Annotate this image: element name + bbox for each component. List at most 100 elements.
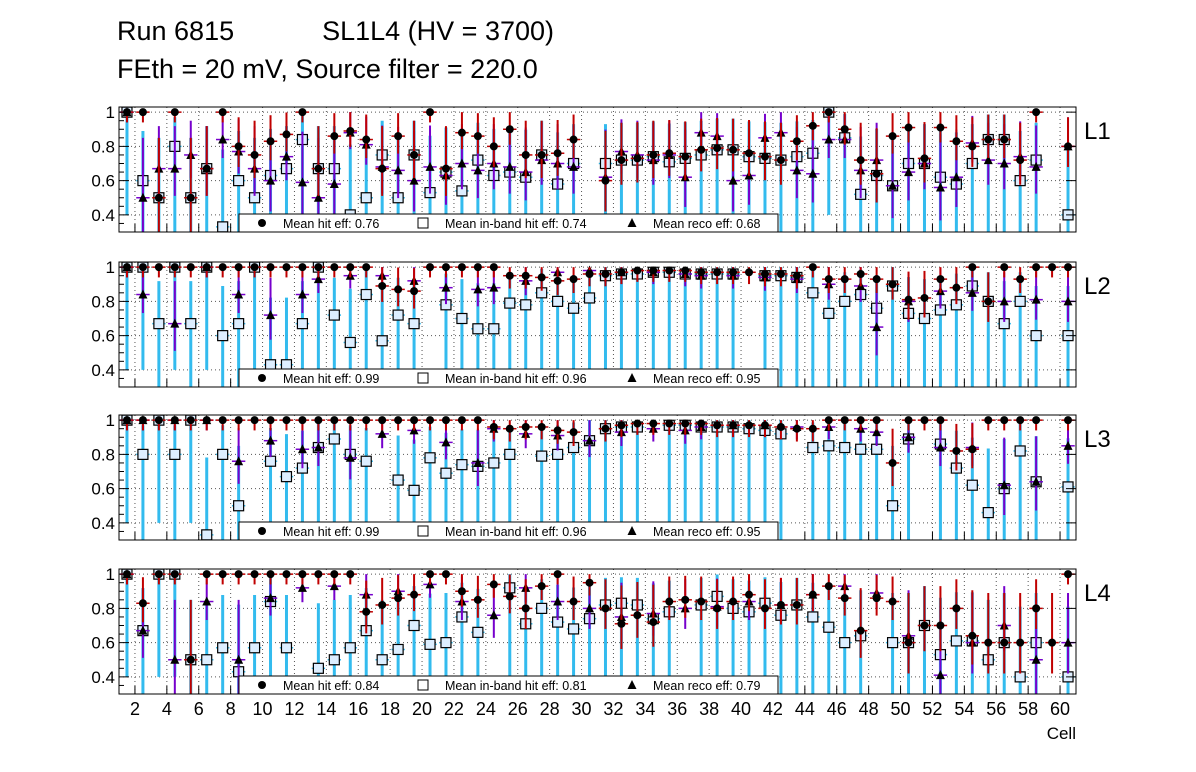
panel-frame <box>118 106 1077 233</box>
legend-hit-label: Mean hit eff: 0.99 <box>283 372 379 386</box>
point-hit <box>346 416 355 425</box>
point-reco <box>138 625 148 635</box>
point-hit <box>713 604 722 613</box>
point-hit <box>729 145 738 154</box>
point-hit <box>824 108 833 117</box>
point-inband <box>440 637 452 649</box>
point-hit <box>537 422 546 431</box>
point-inband <box>520 299 532 311</box>
legend-hit-marker <box>258 527 266 535</box>
point-inband <box>1062 481 1074 493</box>
point-hit <box>170 108 179 117</box>
point-inband <box>567 623 580 635</box>
point-reco <box>473 165 483 175</box>
point-reco <box>505 161 515 171</box>
x-tick-label: 20 <box>412 699 432 719</box>
point-inband <box>552 295 564 307</box>
point-inband <box>312 662 324 674</box>
point-reco <box>170 163 180 173</box>
y-tick-label: 1 <box>106 258 115 277</box>
point-hit <box>936 621 945 630</box>
panel-l4 <box>119 569 1076 694</box>
point-reco <box>1031 294 1041 304</box>
legend-box <box>238 213 779 233</box>
point-hit <box>489 580 498 589</box>
point-inband <box>233 175 245 187</box>
point-hit <box>186 416 195 425</box>
legend-inband-label: Mean in-band hit eff: 0.81 <box>445 679 587 693</box>
point-hit <box>713 144 722 153</box>
point-reco <box>297 289 307 299</box>
point-hit <box>824 275 833 284</box>
point-hit <box>760 604 769 613</box>
point-hit <box>362 416 371 425</box>
point-inband <box>217 642 229 654</box>
legend-inband-label: Mean in-band hit eff: 0.96 <box>445 525 587 539</box>
point-hit <box>330 570 339 579</box>
point-reco <box>585 603 595 613</box>
point-hit <box>681 595 690 604</box>
point-reco <box>329 581 339 591</box>
point-hit <box>840 594 849 603</box>
point-hit <box>505 125 514 134</box>
point-reco <box>888 180 898 190</box>
point-hit <box>968 445 977 454</box>
point-reco <box>393 165 403 175</box>
point-hit <box>362 135 371 144</box>
point-reco <box>904 167 914 177</box>
point-reco <box>266 310 276 320</box>
point-hit <box>984 416 993 425</box>
point-hit <box>920 621 929 630</box>
legend-hit-label: Mean hit eff: 0.76 <box>283 217 379 231</box>
y-tick-label: 0.6 <box>91 634 115 653</box>
point-hit <box>984 135 993 144</box>
point-reco <box>728 175 738 185</box>
point-reco <box>935 182 945 192</box>
point-reco <box>266 175 276 185</box>
x-tick-label: 50 <box>891 699 911 719</box>
point-hit <box>569 135 578 144</box>
panel-frame <box>118 261 1077 388</box>
point-hit <box>426 570 435 579</box>
point-inband <box>966 479 978 491</box>
point-inband <box>328 654 340 666</box>
point-hit <box>489 142 498 151</box>
x-tick-label: 32 <box>603 699 623 719</box>
point-hit <box>410 150 419 159</box>
panel-label-l3: L3 <box>1084 426 1111 453</box>
point-reco <box>202 596 212 606</box>
point-inband <box>536 450 548 462</box>
point-hit <box>441 263 450 272</box>
point-inband <box>233 318 245 330</box>
point-inband <box>472 323 484 335</box>
point-inband <box>185 318 197 330</box>
x-tick-label: 18 <box>380 699 400 719</box>
point-hit <box>649 618 658 627</box>
x-tick-label: 24 <box>476 699 496 719</box>
point-inband <box>823 440 835 452</box>
point-hit <box>170 263 179 272</box>
point-hit <box>250 150 259 159</box>
point-hit <box>649 419 658 428</box>
point-hit <box>298 416 307 425</box>
point-hit <box>697 268 706 277</box>
legend-reco-marker <box>627 526 637 535</box>
point-inband <box>807 287 819 299</box>
point-hit <box>218 416 227 425</box>
point-reco <box>951 172 961 182</box>
point-hit <box>298 263 307 272</box>
point-hit <box>904 123 913 132</box>
point-hit <box>266 137 275 146</box>
point-hit <box>904 416 913 425</box>
point-hit <box>745 149 754 158</box>
point-inband <box>360 455 372 467</box>
point-hit <box>872 275 881 284</box>
point-inband <box>280 642 293 654</box>
point-hit <box>298 108 307 117</box>
point-hit <box>394 132 403 141</box>
point-hit <box>378 416 387 425</box>
point-hit <box>250 570 259 579</box>
y-tick-label: 0.6 <box>91 172 115 191</box>
point-inband <box>408 619 420 632</box>
